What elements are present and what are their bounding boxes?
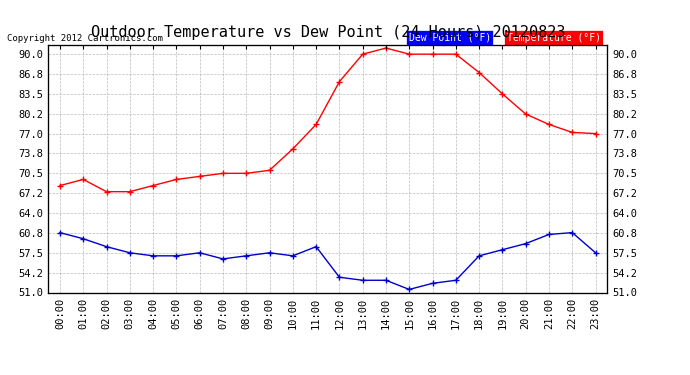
Text: Copyright 2012 Cartronics.com: Copyright 2012 Cartronics.com xyxy=(7,34,163,43)
Text: Temperature (°F): Temperature (°F) xyxy=(506,33,600,42)
Text: Dew Point (°F): Dew Point (°F) xyxy=(408,33,491,42)
Title: Outdoor Temperature vs Dew Point (24 Hours) 20120823: Outdoor Temperature vs Dew Point (24 Hou… xyxy=(90,25,565,40)
